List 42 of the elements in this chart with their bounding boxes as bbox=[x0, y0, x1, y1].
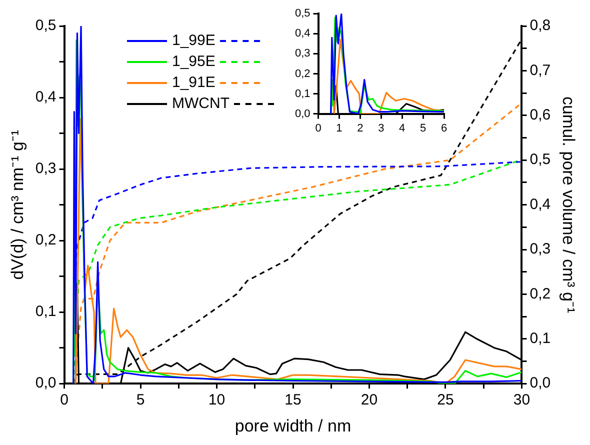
y-tick-label: 0,2 bbox=[35, 232, 56, 249]
y-tick-label: 0,5 bbox=[294, 8, 310, 20]
x-tick-label: 4 bbox=[399, 122, 406, 134]
x-tick-label: 6 bbox=[440, 122, 448, 134]
x-tick-label: 10 bbox=[208, 392, 226, 409]
x-tick-label: 30 bbox=[513, 392, 530, 409]
y-tick-label: 0,1 bbox=[35, 303, 56, 320]
legend-label: 1_95E bbox=[172, 52, 216, 72]
x-tick-label: 3 bbox=[378, 122, 384, 134]
y-tick-label: 0,4 bbox=[35, 88, 56, 106]
legend-label: 1_91E bbox=[172, 73, 216, 93]
y-tick-label: 0,0 bbox=[294, 108, 310, 120]
x-tick-label: 0 bbox=[315, 122, 322, 134]
x-tick-label: 2 bbox=[357, 122, 364, 134]
y-tick-label: 0,4 bbox=[294, 28, 310, 40]
y-axis-title: dV(d) / cm³ nm⁻¹ g⁻¹ bbox=[8, 130, 27, 280]
x-tick-label: 25 bbox=[437, 392, 454, 409]
y-tick-label: 0,3 bbox=[35, 160, 56, 178]
legend-label: 1_99E bbox=[172, 31, 216, 51]
x-tick-label: 1 bbox=[336, 122, 342, 134]
y2-tick-label: 0,6 bbox=[530, 106, 551, 124]
y2-tick-label: 0,5 bbox=[530, 151, 551, 168]
x-tick-label: 5 bbox=[136, 392, 145, 409]
x-tick-label: 15 bbox=[284, 392, 302, 409]
y2-tick-label: 0,2 bbox=[530, 285, 551, 302]
y-tick-label: 0,2 bbox=[294, 68, 310, 80]
y2-tick-label: 0,0 bbox=[530, 374, 551, 392]
y2-tick-label: 0,7 bbox=[530, 62, 551, 79]
x-axis-title: pore width / nm bbox=[234, 416, 352, 436]
y2-axis-title: cumul. pore volume / cm³ g⁻¹ bbox=[559, 96, 578, 314]
y-tick-label: 0,1 bbox=[294, 88, 310, 100]
y-tick-label: 0,5 bbox=[35, 17, 56, 34]
y-tick-label: 0,0 bbox=[35, 374, 56, 392]
x-tick-label: 0 bbox=[60, 392, 68, 409]
y2-tick-label: 0,8 bbox=[530, 17, 551, 34]
y2-tick-label: 0,4 bbox=[530, 196, 551, 213]
y2-tick-label: 0,1 bbox=[530, 330, 551, 348]
legend-label: MWCNT bbox=[172, 94, 230, 114]
x-tick-label: 20 bbox=[360, 392, 378, 409]
y-tick-label: 0,3 bbox=[294, 48, 310, 60]
y2-tick-label: 0,3 bbox=[530, 240, 551, 258]
x-tick-label: 5 bbox=[420, 122, 426, 134]
